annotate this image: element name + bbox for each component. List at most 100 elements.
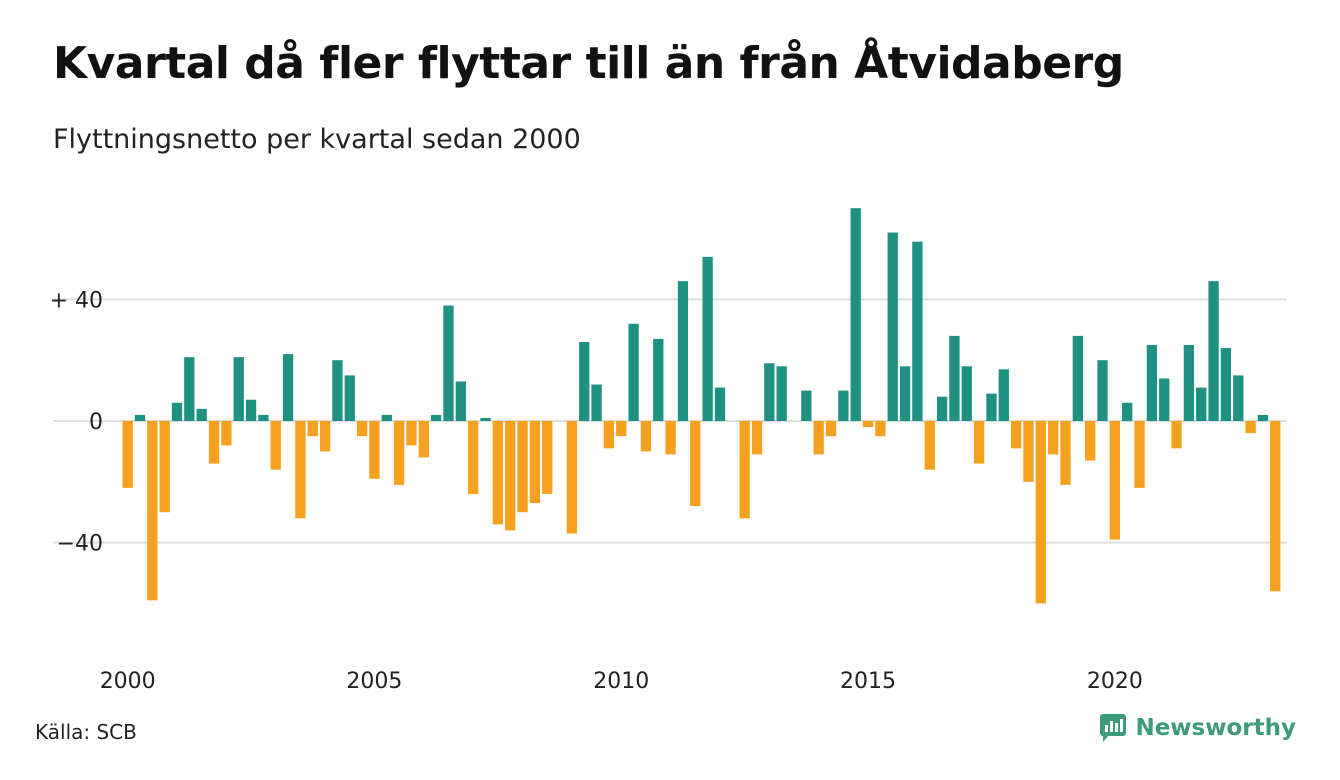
bar [134, 414, 146, 421]
x-tick-label: 2020 [1087, 669, 1143, 694]
chart-title: Kvartal då fler flyttar till än från Åtv… [53, 38, 1124, 89]
x-tick-label: 2000 [100, 669, 156, 694]
bar [899, 366, 911, 421]
chart-subtitle: Flyttningsnetto per kvartal sedan 2000 [53, 124, 581, 155]
bar [1109, 421, 1120, 540]
bar [566, 421, 578, 534]
bar [468, 421, 479, 494]
bar [221, 421, 232, 446]
bar [147, 421, 158, 601]
bar [1220, 348, 1232, 421]
bar [332, 360, 343, 421]
bar [739, 421, 750, 519]
bar [603, 421, 615, 449]
bar [850, 208, 861, 421]
bar [887, 232, 898, 421]
bar [492, 421, 503, 525]
newsworthy-logo-icon [1100, 714, 1127, 742]
bar [973, 421, 985, 464]
bar [443, 305, 454, 421]
bar [986, 393, 997, 421]
y-tick-label: 0 [89, 410, 103, 435]
bar [381, 414, 392, 421]
bar [406, 421, 417, 446]
bar [1196, 387, 1207, 421]
bar [344, 375, 355, 421]
bar [245, 399, 257, 421]
bar [640, 421, 652, 452]
bar [171, 402, 183, 421]
bar [1010, 421, 1022, 449]
bar [1183, 345, 1195, 421]
bar [1159, 378, 1170, 421]
bar [1060, 421, 1071, 485]
bar [1257, 414, 1269, 421]
brand-logo: Newsworthy [1099, 713, 1296, 743]
bar [159, 421, 170, 513]
bar [431, 414, 442, 421]
bar [751, 421, 763, 455]
bar [1072, 335, 1083, 421]
bar [1122, 402, 1133, 421]
bar [1035, 421, 1046, 604]
bar [1085, 421, 1096, 461]
bar [1245, 421, 1256, 434]
bar [455, 381, 466, 421]
bar [1048, 421, 1059, 455]
bar [924, 421, 935, 470]
bar [393, 421, 405, 485]
x-tick-label: 2015 [840, 669, 896, 694]
bar [319, 421, 331, 452]
bar [961, 366, 972, 421]
bar [270, 421, 281, 470]
bar [936, 396, 948, 421]
brand-name: Newsworthy [1135, 715, 1296, 741]
bar [418, 421, 429, 458]
y-axis-labels: + 40 0 −40 [50, 288, 103, 556]
bar [616, 421, 627, 437]
bar [505, 421, 516, 531]
bar [653, 338, 664, 421]
bar [862, 421, 874, 428]
bar [677, 281, 689, 421]
bar [714, 387, 726, 421]
bar [912, 241, 923, 421]
bar [122, 421, 133, 488]
bar [542, 421, 553, 494]
bar [801, 390, 812, 421]
bar [1023, 421, 1034, 482]
y-tick-label: + 40 [50, 288, 103, 313]
bar [184, 357, 195, 421]
bar [196, 408, 207, 421]
bar [517, 421, 528, 513]
bar [529, 421, 541, 504]
bar [838, 390, 849, 421]
bar [282, 354, 294, 421]
bar [764, 363, 775, 421]
bar [480, 417, 491, 421]
bar [369, 421, 380, 479]
bar [1270, 421, 1281, 592]
bar [813, 421, 824, 455]
bar [1097, 360, 1108, 421]
x-axis-labels: 2000 2005 2010 2015 2020 [100, 669, 1143, 694]
bar [998, 369, 1009, 421]
bar [591, 384, 602, 421]
bar [628, 323, 639, 421]
bar [295, 421, 306, 519]
bar [776, 366, 787, 421]
bar [1146, 345, 1158, 421]
y-tick-label: −40 [57, 532, 103, 557]
bars [122, 208, 1281, 604]
bar [579, 341, 590, 421]
bar [825, 421, 837, 437]
bar [208, 421, 220, 464]
bar [949, 335, 960, 421]
bar [1134, 421, 1145, 488]
bar [702, 256, 713, 421]
bar [233, 357, 244, 421]
bar [1208, 281, 1219, 421]
bar [875, 421, 886, 437]
bar [665, 421, 676, 455]
